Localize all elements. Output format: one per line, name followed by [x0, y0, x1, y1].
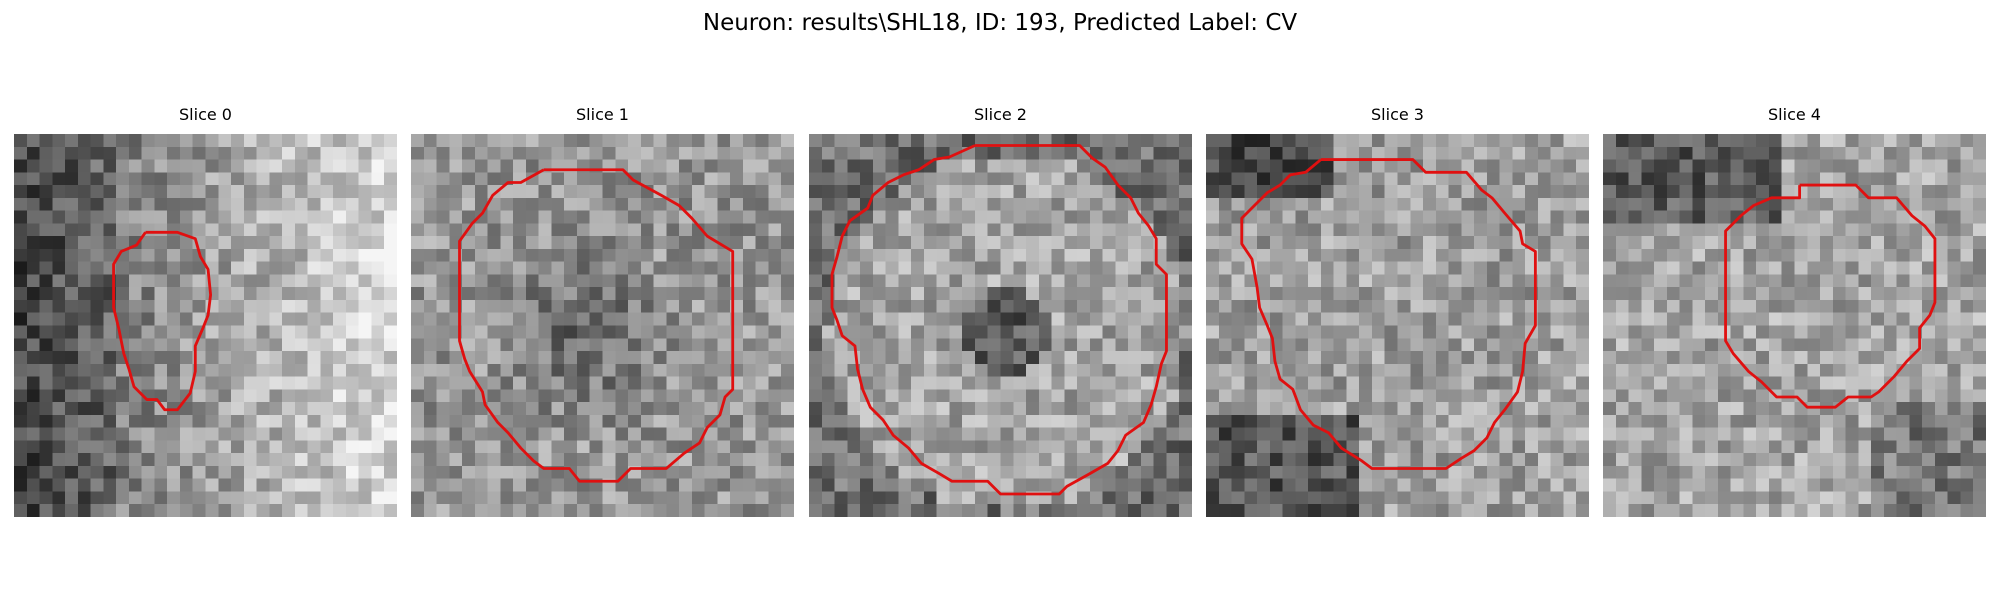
pixel-grid	[411, 134, 794, 517]
pixel-grid	[14, 134, 397, 517]
neuron-contour	[458, 168, 735, 483]
pixel-grid	[1603, 134, 1986, 517]
slice-title: Slice 1	[576, 105, 629, 124]
figure-title: Neuron: results\SHL18, ID: 193, Predicte…	[702, 10, 1298, 36]
slice-title: Slice 0	[179, 105, 232, 124]
slice-panel-1: Slice 1	[411, 105, 794, 517]
slice-image	[411, 134, 794, 517]
slice-panel-2: Slice 2	[809, 105, 1192, 517]
slice-panel-4: Slice 4	[1603, 105, 1986, 517]
neuron-contour	[830, 144, 1168, 496]
pixel-grid	[1206, 134, 1589, 517]
slice-panel-3: Slice 3	[1206, 105, 1589, 517]
slice-image	[1603, 134, 1986, 517]
neuron-contour	[112, 230, 213, 412]
slice-image	[809, 134, 1192, 517]
slice-title: Slice 2	[974, 105, 1027, 124]
slice-title: Slice 3	[1371, 105, 1424, 124]
slice-panel-0: Slice 0	[14, 105, 397, 517]
neuron-contour	[1724, 183, 1937, 409]
slice-image	[14, 134, 397, 517]
slice-title: Slice 4	[1768, 105, 1821, 124]
slice-image	[1206, 134, 1589, 517]
neuron-contour	[1240, 158, 1537, 470]
pixel-grid	[809, 134, 1192, 517]
